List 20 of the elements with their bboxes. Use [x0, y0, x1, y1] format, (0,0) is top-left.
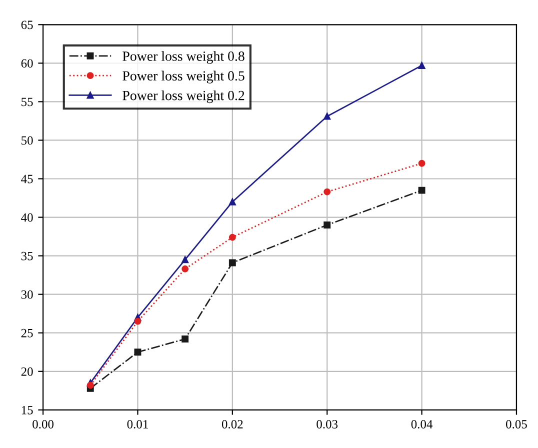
y-tick-label: 25 [21, 328, 33, 338]
x-tick-label: 0.00 [32, 420, 54, 428]
y-tick-label: 30 [21, 290, 33, 299]
x-tick-label: 0.05 [506, 420, 527, 428]
y-tick-label: 50 [22, 136, 33, 145]
x-tick-label: 0.04 [411, 420, 433, 428]
x-tick-label: 0.02 [222, 420, 243, 428]
y-tick-label: 20 [21, 367, 33, 376]
x-tick-label: 0.03 [316, 420, 338, 428]
y-tick-label: 15 [22, 406, 33, 414]
y-tick-label: 40 [21, 213, 33, 222]
y-tick-label: 35 [21, 252, 33, 260]
y-tick-label: 55 [22, 98, 33, 106]
legend-label: Power loss weight 0.8 [122, 51, 244, 64]
y-tick-label: 65 [21, 20, 33, 30]
x-tick-label: 0.01 [127, 420, 148, 428]
y-tick-label: 60 [21, 59, 33, 68]
y-tick-label: 45 [21, 174, 33, 184]
legend-label: Power loss weight 0.2 [122, 90, 244, 104]
legend-label: Power loss weight 0.5 [122, 70, 244, 84]
